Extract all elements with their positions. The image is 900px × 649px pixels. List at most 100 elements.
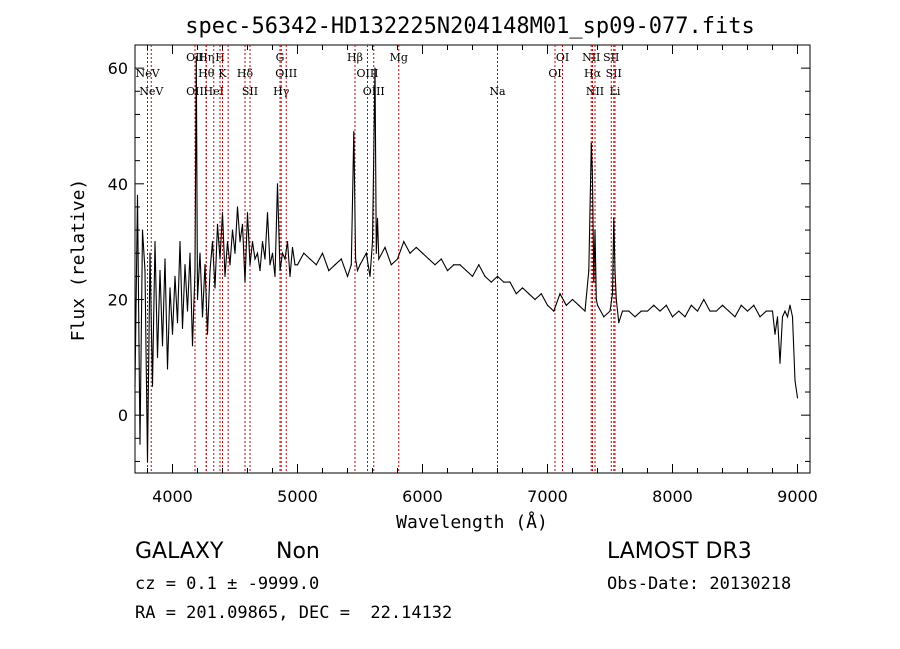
spectrum-point	[715, 310, 717, 312]
spectrum-point	[403, 241, 405, 243]
spectrum-point	[465, 269, 467, 272]
spectrum-point	[678, 310, 680, 312]
spectrum-point	[206, 333, 209, 335]
spectrum-point	[171, 333, 174, 335]
spectrum-point	[146, 460, 149, 463]
y-tick-label: 0	[118, 406, 128, 425]
spectrum-point	[154, 241, 156, 243]
redshift-readout: cz = 0.1 ± -9999.0	[135, 574, 320, 594]
spectrum-point	[446, 269, 449, 272]
line-label-18: Mg	[390, 51, 408, 64]
spectrum-point	[571, 298, 574, 301]
plot-frame	[134, 44, 811, 474]
spectrum-point	[284, 258, 286, 260]
spectrum-line	[134, 56, 799, 462]
spectrum-point	[375, 252, 377, 254]
spectrum-point	[618, 322, 620, 324]
spectrum-point	[350, 264, 352, 266]
spectrum-point	[453, 264, 455, 266]
spectrum-point	[139, 443, 141, 445]
spectrum-point	[315, 264, 317, 266]
spectrum-point	[374, 67, 376, 69]
spectrum-point	[356, 269, 359, 272]
spectrum-point	[241, 223, 244, 225]
line-label-25: SII	[603, 51, 619, 64]
x-tick-label: 9000	[777, 487, 818, 506]
spectrum-point	[653, 304, 655, 306]
spectrum-point	[266, 212, 269, 214]
spectrum-point	[396, 258, 399, 260]
spectrum-point	[231, 229, 234, 231]
spectrum-point	[161, 345, 164, 347]
y-tick-label: 40	[108, 175, 128, 194]
spectrum-point	[611, 293, 614, 295]
spectrum-point	[409, 252, 411, 254]
spectrum-point	[784, 310, 786, 312]
spectrum-point	[355, 258, 357, 260]
line-label-22: NII	[582, 51, 600, 64]
spectrum-point	[141, 229, 144, 231]
axes: 4000 5000 6000 7000 8000 9000 0 20 40 60	[108, 44, 818, 506]
spectrum-point	[196, 298, 199, 301]
spectrum-point	[746, 310, 749, 312]
object-class: GALAXY	[135, 539, 224, 564]
spectrum-point	[211, 241, 214, 243]
spectrum-point	[269, 264, 271, 266]
spectrum-point	[665, 304, 667, 306]
spectrum-point	[376, 217, 379, 220]
spectrum-point	[753, 304, 755, 306]
spectrum-point	[151, 385, 154, 387]
spectrum-point	[296, 264, 299, 266]
spectrum-point	[274, 275, 276, 277]
spectrum-point	[478, 264, 480, 266]
spectrum-point	[515, 293, 517, 295]
spectrum-point	[359, 264, 361, 266]
spectrum-point	[781, 316, 784, 318]
x-tick-label: 6000	[402, 487, 443, 506]
spectrum-point	[696, 310, 699, 312]
y-tick-label: 60	[108, 59, 128, 78]
spectrum-point	[209, 269, 211, 272]
spectrum-point	[226, 241, 229, 243]
spectrum-point	[684, 316, 686, 318]
x-axis-label: Wavelength (Å)	[396, 511, 548, 533]
spectrum-point	[789, 304, 791, 306]
line-label-5: Hθ	[198, 67, 215, 80]
spectrum-point	[309, 258, 311, 260]
spectrum-point	[779, 362, 781, 364]
spectrum-point	[759, 316, 761, 318]
spectrum-point	[728, 310, 730, 312]
spectrum-point	[214, 287, 216, 289]
line-label-8: K	[218, 67, 227, 80]
spectrum-point	[384, 246, 386, 249]
line-label-24: NII	[586, 85, 604, 98]
spectrum-point	[340, 258, 342, 260]
spectrum-point	[613, 217, 615, 220]
line-label-12: G	[276, 51, 285, 64]
spectrum-point	[254, 258, 256, 260]
spectrum-point	[189, 252, 191, 254]
line-label-23: Hα	[584, 67, 602, 80]
spectrum-point	[593, 281, 595, 283]
spectrum-point	[199, 252, 201, 254]
spectrum-point	[774, 333, 776, 335]
line-label-1: NeV	[139, 85, 164, 98]
object-subclass: Non	[276, 539, 320, 564]
spectrum-point	[184, 264, 186, 266]
spectrum-point	[289, 275, 291, 277]
spectrum-point	[671, 316, 674, 318]
spectrum-point	[521, 287, 524, 289]
spectrum-point	[195, 55, 197, 58]
spectrum-point	[578, 304, 580, 306]
spectrum-point	[371, 241, 374, 243]
spectrum-point	[440, 258, 442, 260]
spectrum-point	[603, 316, 605, 318]
spectrum-point	[176, 322, 179, 324]
line-label-21: OI	[556, 51, 569, 64]
spectrum-point	[264, 258, 266, 260]
spectrum-point	[528, 293, 530, 295]
spectrum-point	[201, 316, 204, 318]
line-label-0: NeV	[135, 67, 160, 80]
spectrum-point	[415, 246, 417, 249]
spectrum-point	[428, 258, 430, 260]
